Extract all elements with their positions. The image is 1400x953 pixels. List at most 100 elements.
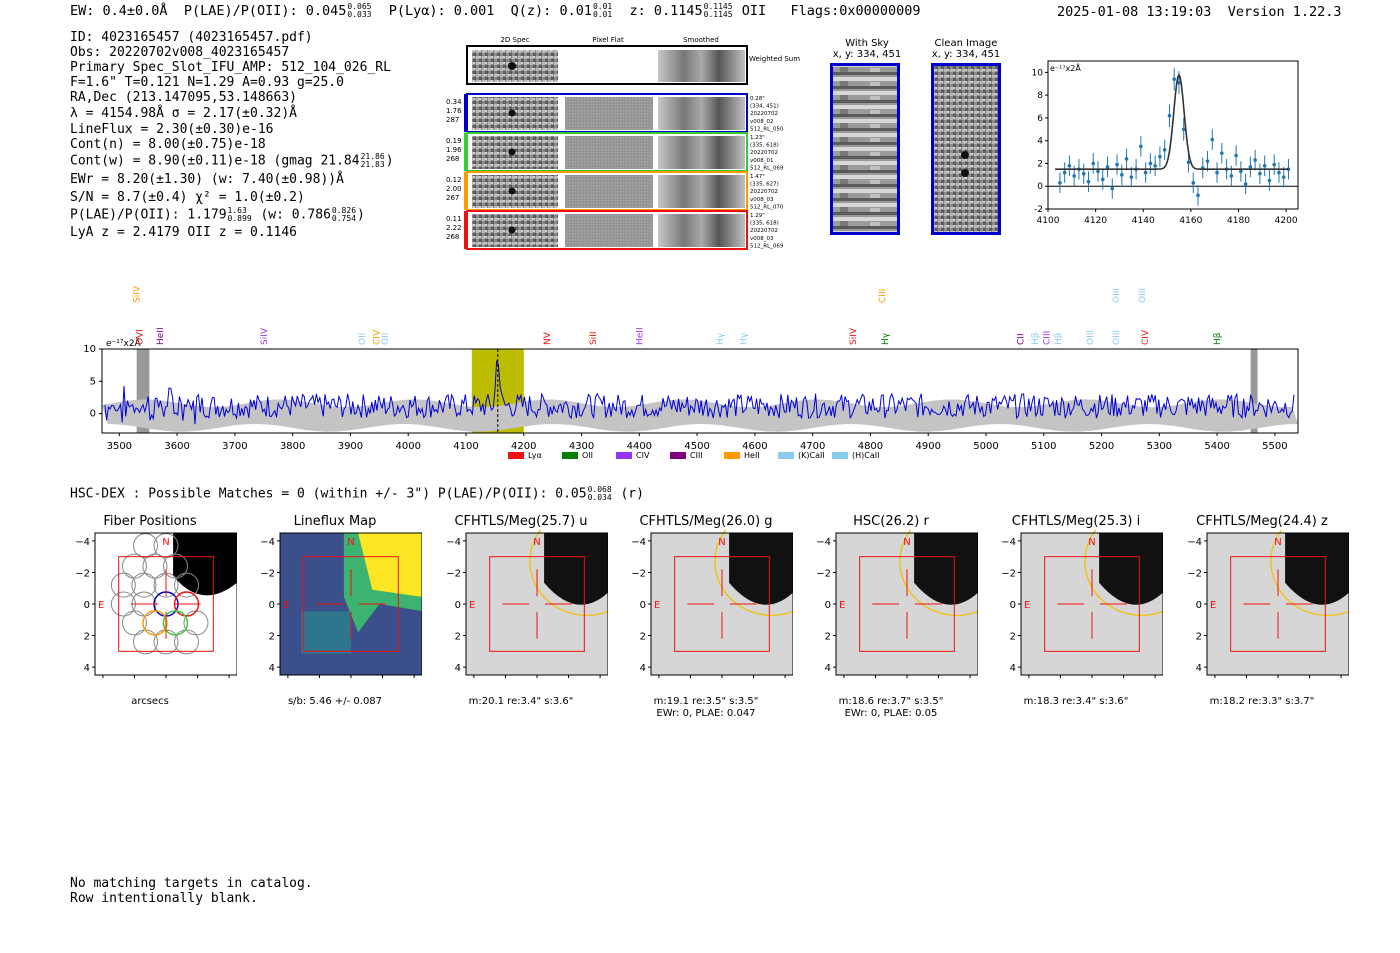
contw-hi: 21.86 [360, 152, 385, 161]
fit-point [1081, 171, 1086, 176]
cutout-right-label: 512_RL_069 [750, 243, 784, 249]
clean-image-source-2 [961, 169, 969, 177]
cutout-right-label: v008_03 [750, 236, 774, 242]
cutout-right-label: 20220702 [750, 228, 778, 234]
fit-point [1158, 154, 1162, 159]
fiber-circle [110, 572, 136, 598]
cutout-row-marker [464, 94, 468, 132]
fit-point [1139, 144, 1143, 149]
panel-ytick-label: −2 [260, 568, 275, 579]
weighted-sum-smoothed [658, 50, 745, 82]
fiber-circle [121, 610, 147, 636]
cutout-right-label: 20220702 [750, 189, 778, 195]
cutout-left-label: 0.19 [446, 137, 462, 145]
fit-point [1072, 174, 1076, 178]
spec-legend-label: CIII [690, 451, 703, 460]
east-label: E [283, 600, 289, 611]
fit-point [1148, 161, 1153, 166]
spec-error-envelope [102, 399, 1298, 432]
cutout-right-label: v008_01 [750, 158, 774, 164]
cutout-left-label: 2.22 [446, 224, 462, 232]
fit-point [1220, 151, 1224, 156]
spec-legend-swatch [778, 452, 794, 459]
fit-point [1258, 171, 1262, 176]
panel-ytick-label: 2 [825, 632, 831, 643]
fit-point [1162, 148, 1167, 152]
panel-ytick-label: 2 [1010, 632, 1016, 643]
search-box [859, 556, 955, 652]
hsc-dex-title: HSC-DEX : Possible Matches = 0 (within +… [70, 486, 587, 502]
cutout-row-marker [464, 211, 468, 249]
plae2-lo: 0.899 [227, 214, 252, 223]
spec-line-label: OIII [1138, 288, 1148, 303]
spec-xtick-label: 4000 [395, 441, 420, 452]
spec-line-label: Hγ [716, 332, 726, 345]
aperture-ellipse [1084, 530, 1163, 616]
cutout-row-marker [464, 133, 468, 171]
north-label: N [533, 537, 540, 548]
north-label: N [1274, 537, 1281, 548]
spec-line-label: HeII [635, 327, 645, 345]
info-lineflux: LineFlux = 2.30(±0.30)e-16 [70, 122, 274, 137]
east-label: E [654, 600, 660, 611]
spec-legend-label: HeII [744, 451, 760, 460]
flags-readout: Flags:0x00000009 [790, 3, 921, 19]
panel-caption-line2: EWr: 0, PLAE: 0.05 [844, 708, 938, 719]
panel-ytick-label: −2 [75, 568, 90, 579]
fit-point [1210, 137, 1215, 142]
fit-point [1215, 170, 1219, 175]
galaxy-core [1285, 533, 1349, 605]
qz-lo: 0.01 [592, 10, 613, 19]
spec-legend-label: Lyα [528, 451, 542, 460]
z-line: OII [741, 3, 767, 19]
panel-caption: m:18.6 re:3.7" s:3.5" EWr: 0, PLAE: 0.05 [811, 696, 971, 720]
fit-xtick-label: 4160 [1179, 216, 1202, 226]
spec-xtick-label: 5000 [973, 441, 998, 452]
version: Version 1.22.3 [1227, 4, 1342, 20]
panel-ytick-label: 2 [640, 632, 646, 643]
spec-line-label: CIV [1141, 329, 1151, 345]
spec-xtick-label: 5500 [1262, 441, 1287, 452]
panel-caption: arcsecs [70, 696, 230, 708]
panel-ytick-label: 4 [825, 663, 831, 674]
line-fit-chart: -2 0 2 4 6 8 10 4100 4120 4140 4160 4180 4200 e⁻¹⁷x2Å [1032, 60, 1299, 226]
search-box [118, 556, 214, 652]
panel-caption: m:19.1 re:3.5" s:3.5" EWr: 0, PLAE: 0.047 [626, 696, 786, 720]
fit-point [1100, 177, 1105, 182]
panel-ytick-label: 0 [1196, 600, 1202, 611]
panel-ytick-label: 4 [269, 663, 275, 674]
panel-ytick-label: 4 [640, 663, 646, 674]
footer-line1: No matching targets in catalog. [70, 876, 313, 891]
spec-legend-swatch [670, 452, 686, 459]
clean-image-title: Clean Image x, y: 334, 451 [929, 38, 1003, 60]
fit-ytick-label: 4 [1037, 137, 1043, 147]
plae-readout: P(LAE)/P(OII): 0.045 [183, 3, 347, 19]
cutout-left-label: 1.96 [446, 146, 462, 154]
full-spectrum-chart: 0 5 10 3500 3600 3700 3800 3900 4000 4100 4200 4300… [83, 285, 1299, 460]
spec-axes-frame [101, 348, 1299, 434]
fiber-circle [132, 533, 158, 559]
spec-line-label: Hβ [1054, 332, 1064, 345]
spec-legend-swatch [562, 452, 578, 459]
panel-ytick-label: −2 [816, 568, 831, 579]
info-ewr: EWr = 8.20(±1.30) (w: 7.40(±0.98))Å [70, 172, 344, 187]
cutout-left-label: 0.34 [446, 98, 462, 106]
plae2-text: P(LAE)/P(OII): 1.179 [70, 207, 227, 223]
info-params: F=1.6" T=0.121 N=1.29 A=0.93 g=25.0 [70, 75, 344, 90]
panel-image-img: NE−44−22002−24−4 [816, 530, 978, 678]
fiber-circle [153, 533, 179, 559]
weighted-sum-label: Weighted Sum [749, 55, 800, 63]
aperture-ellipse [529, 530, 608, 616]
fiber-circle [174, 629, 200, 655]
spec-ytick-label: 0 [90, 409, 96, 420]
cutout-source [508, 148, 516, 156]
cutout-right-label: (335, 618) [750, 143, 779, 149]
panel-ytick-label: −4 [816, 537, 831, 548]
cutout-left-label: 268 [446, 155, 459, 163]
fiber-circle [142, 553, 168, 579]
aperture-ellipse [714, 530, 793, 616]
cutout-right-label: v008_02 [750, 119, 774, 125]
fit-point [1120, 173, 1124, 177]
fit-ytick-label: 8 [1037, 91, 1043, 101]
spec-xtick-label: 4500 [684, 441, 709, 452]
